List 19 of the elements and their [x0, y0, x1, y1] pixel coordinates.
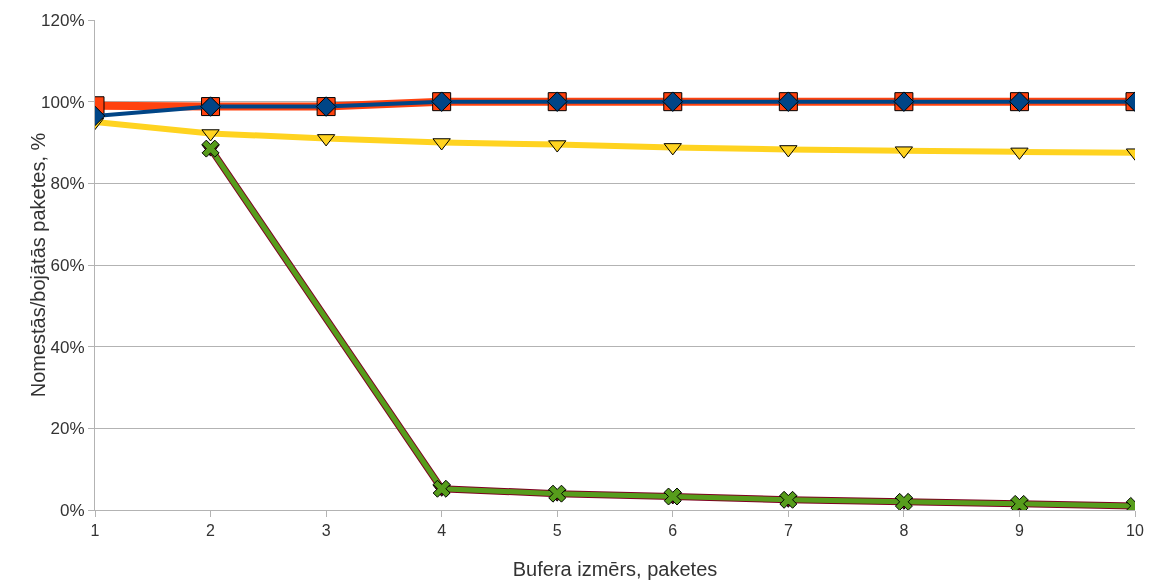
x-tick-label: 5 — [552, 522, 562, 540]
y-tick-label: 20% — [50, 419, 85, 439]
x-tick-label: 10 — [1126, 522, 1144, 540]
x-tick-label: 1 — [90, 522, 100, 540]
x-axis-title: Bufera izmērs, paketes — [512, 558, 718, 580]
y-tick-label: 120% — [41, 10, 85, 30]
y-tick-label: 100% — [41, 92, 85, 112]
x-tick-label: 2 — [206, 522, 216, 540]
y-tick-label: 0% — [60, 500, 85, 520]
x-tick-label: 3 — [321, 522, 331, 540]
x-tick-label: 7 — [783, 522, 793, 540]
x-tick-label: 8 — [899, 522, 909, 540]
y-axis-title: Nomestās/bojātās paketes, % — [26, 132, 49, 398]
x-tick-label: 6 — [668, 522, 678, 540]
x-tick-label: 9 — [1014, 522, 1024, 540]
y-tick-label: 80% — [50, 174, 85, 194]
x-tick-label: 4 — [437, 522, 447, 540]
y-tick-label: 40% — [50, 337, 85, 357]
y-tick-label: 60% — [50, 255, 85, 275]
